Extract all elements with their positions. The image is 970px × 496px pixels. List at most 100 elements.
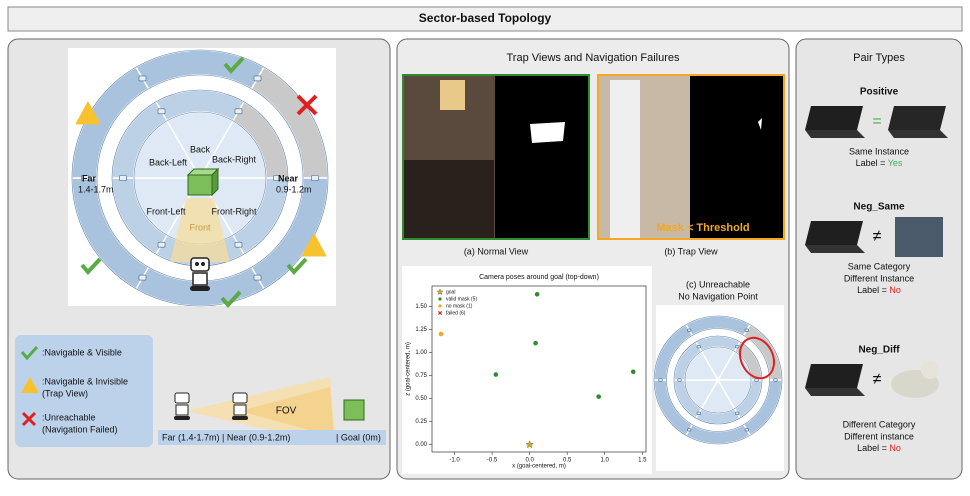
pair-description: Same Category <box>848 261 911 271</box>
legend-box <box>15 335 153 447</box>
mask-image <box>690 76 783 238</box>
label-prefix: Label = <box>857 285 889 295</box>
warning-icon <box>21 377 39 393</box>
unreachable-caption: No Navigation Point <box>678 291 758 301</box>
scatter-bg <box>402 266 652 474</box>
pair-symbol: ≠ <box>873 371 882 388</box>
laptop-image <box>805 106 863 130</box>
label-value: No <box>889 443 901 453</box>
point <box>534 292 540 297</box>
waypoint-icon <box>273 175 281 181</box>
label-value: Yes <box>888 158 903 168</box>
sector-diagram <box>71 49 329 307</box>
far-label: Far <box>82 173 97 183</box>
warning-icon <box>301 233 327 257</box>
waypoint-icon <box>696 345 701 349</box>
waypoint-icon <box>735 411 740 415</box>
legend-label: failed (6) <box>446 310 466 316</box>
legend-text: :Navigable & Invisible <box>42 376 128 386</box>
waypoint-icon <box>119 175 127 181</box>
sector-label: Front <box>189 222 211 232</box>
legend-text: :Navigable & Visible <box>42 347 122 357</box>
point <box>630 369 636 375</box>
goal-cube <box>343 399 365 421</box>
far-range: 1.4-1.7m <box>78 184 114 194</box>
trap-overlay: Mask < Threshold <box>656 222 749 234</box>
view-caption: (b) Trap View <box>664 246 718 256</box>
highlight-ellipse <box>738 336 776 380</box>
x-tick-label: 1.0 <box>601 458 610 464</box>
pair-name: Positive <box>860 87 899 98</box>
laptop-base <box>805 388 865 396</box>
waypoint-icon <box>735 345 740 349</box>
ring-outline <box>684 346 752 414</box>
y-tick-label: 0.25 <box>415 419 427 425</box>
image-lamp <box>440 80 465 110</box>
legend-label: no mask (1) <box>446 303 473 309</box>
laptop-base <box>805 245 865 253</box>
laptop-image <box>805 364 863 388</box>
figure-title: Sector-based Topology <box>419 11 552 25</box>
label-value: No <box>889 285 901 295</box>
waypoint-icon <box>687 328 692 332</box>
legend-text: (Trap View) <box>42 388 88 398</box>
ring-outline <box>673 335 763 425</box>
sector-label: Back <box>190 144 211 154</box>
toy-head <box>921 361 939 379</box>
waypoint-icon <box>658 378 663 382</box>
goal-distance: | Goal (0m) <box>336 432 381 442</box>
y-tick-label: 0.75 <box>415 373 427 379</box>
scatter-chart: Camera poses around goal (top-down) x (go… <box>406 274 647 470</box>
laptop-image <box>895 217 943 257</box>
panel-title: Pair Types <box>853 52 905 64</box>
ring-outline <box>653 315 783 445</box>
waypoint-icon <box>234 108 243 115</box>
pair-description: Different Category <box>843 419 916 429</box>
pair-description: Different instance <box>844 431 914 441</box>
ring-outline <box>71 49 329 307</box>
waypoint-icon <box>754 378 759 382</box>
x-tick-label: 0.0 <box>525 458 534 464</box>
legend-label: goal <box>446 289 455 295</box>
image-door <box>610 80 640 238</box>
x-tick-label: 0.5 <box>563 458 572 464</box>
point <box>438 331 444 337</box>
pair-description: Different Instance <box>844 273 914 283</box>
point <box>493 372 499 377</box>
mask-shape <box>758 118 762 130</box>
check-icon <box>80 257 102 276</box>
distance-bar <box>158 430 386 445</box>
y-tick-label: 0.00 <box>415 442 427 448</box>
x-tick-label: -1.0 <box>449 458 460 464</box>
pair-label: Label = No <box>857 443 901 453</box>
label-prefix: Label = <box>857 443 889 453</box>
waypoint-icon <box>253 75 262 82</box>
fov-cone <box>170 198 230 262</box>
y-tick-label: 0.50 <box>415 396 427 402</box>
y-tick-label: 1.00 <box>415 350 427 356</box>
plot-frame <box>431 285 647 453</box>
legend-text: :Unreachable <box>42 412 96 422</box>
image-floor <box>404 160 494 238</box>
pair-description: Same Instance <box>849 146 909 156</box>
point-x <box>437 310 443 316</box>
laptop-base <box>888 130 948 138</box>
unreachable-caption: (c) Unreachable <box>686 279 750 289</box>
point <box>533 340 538 346</box>
laptop-base <box>805 130 865 138</box>
laptop-image <box>805 221 863 245</box>
point-star <box>436 288 444 295</box>
panel-title: Trap Views and Navigation Failures <box>506 52 680 64</box>
fov-near <box>240 387 334 437</box>
x-tick-label: 1.5 <box>638 458 647 464</box>
legend-text: (Navigation Failed) <box>42 424 118 434</box>
pair-name: Neg_Same <box>853 202 905 213</box>
robot-icon <box>190 257 210 291</box>
waypoint-icon <box>696 411 701 415</box>
point-star <box>525 440 534 449</box>
y-tick-label: 1.50 <box>415 304 427 310</box>
waypoint-icon <box>234 241 243 248</box>
waypoint-icon <box>687 428 692 432</box>
waypoint-icon <box>677 378 682 382</box>
waypoint-icon <box>157 241 166 248</box>
